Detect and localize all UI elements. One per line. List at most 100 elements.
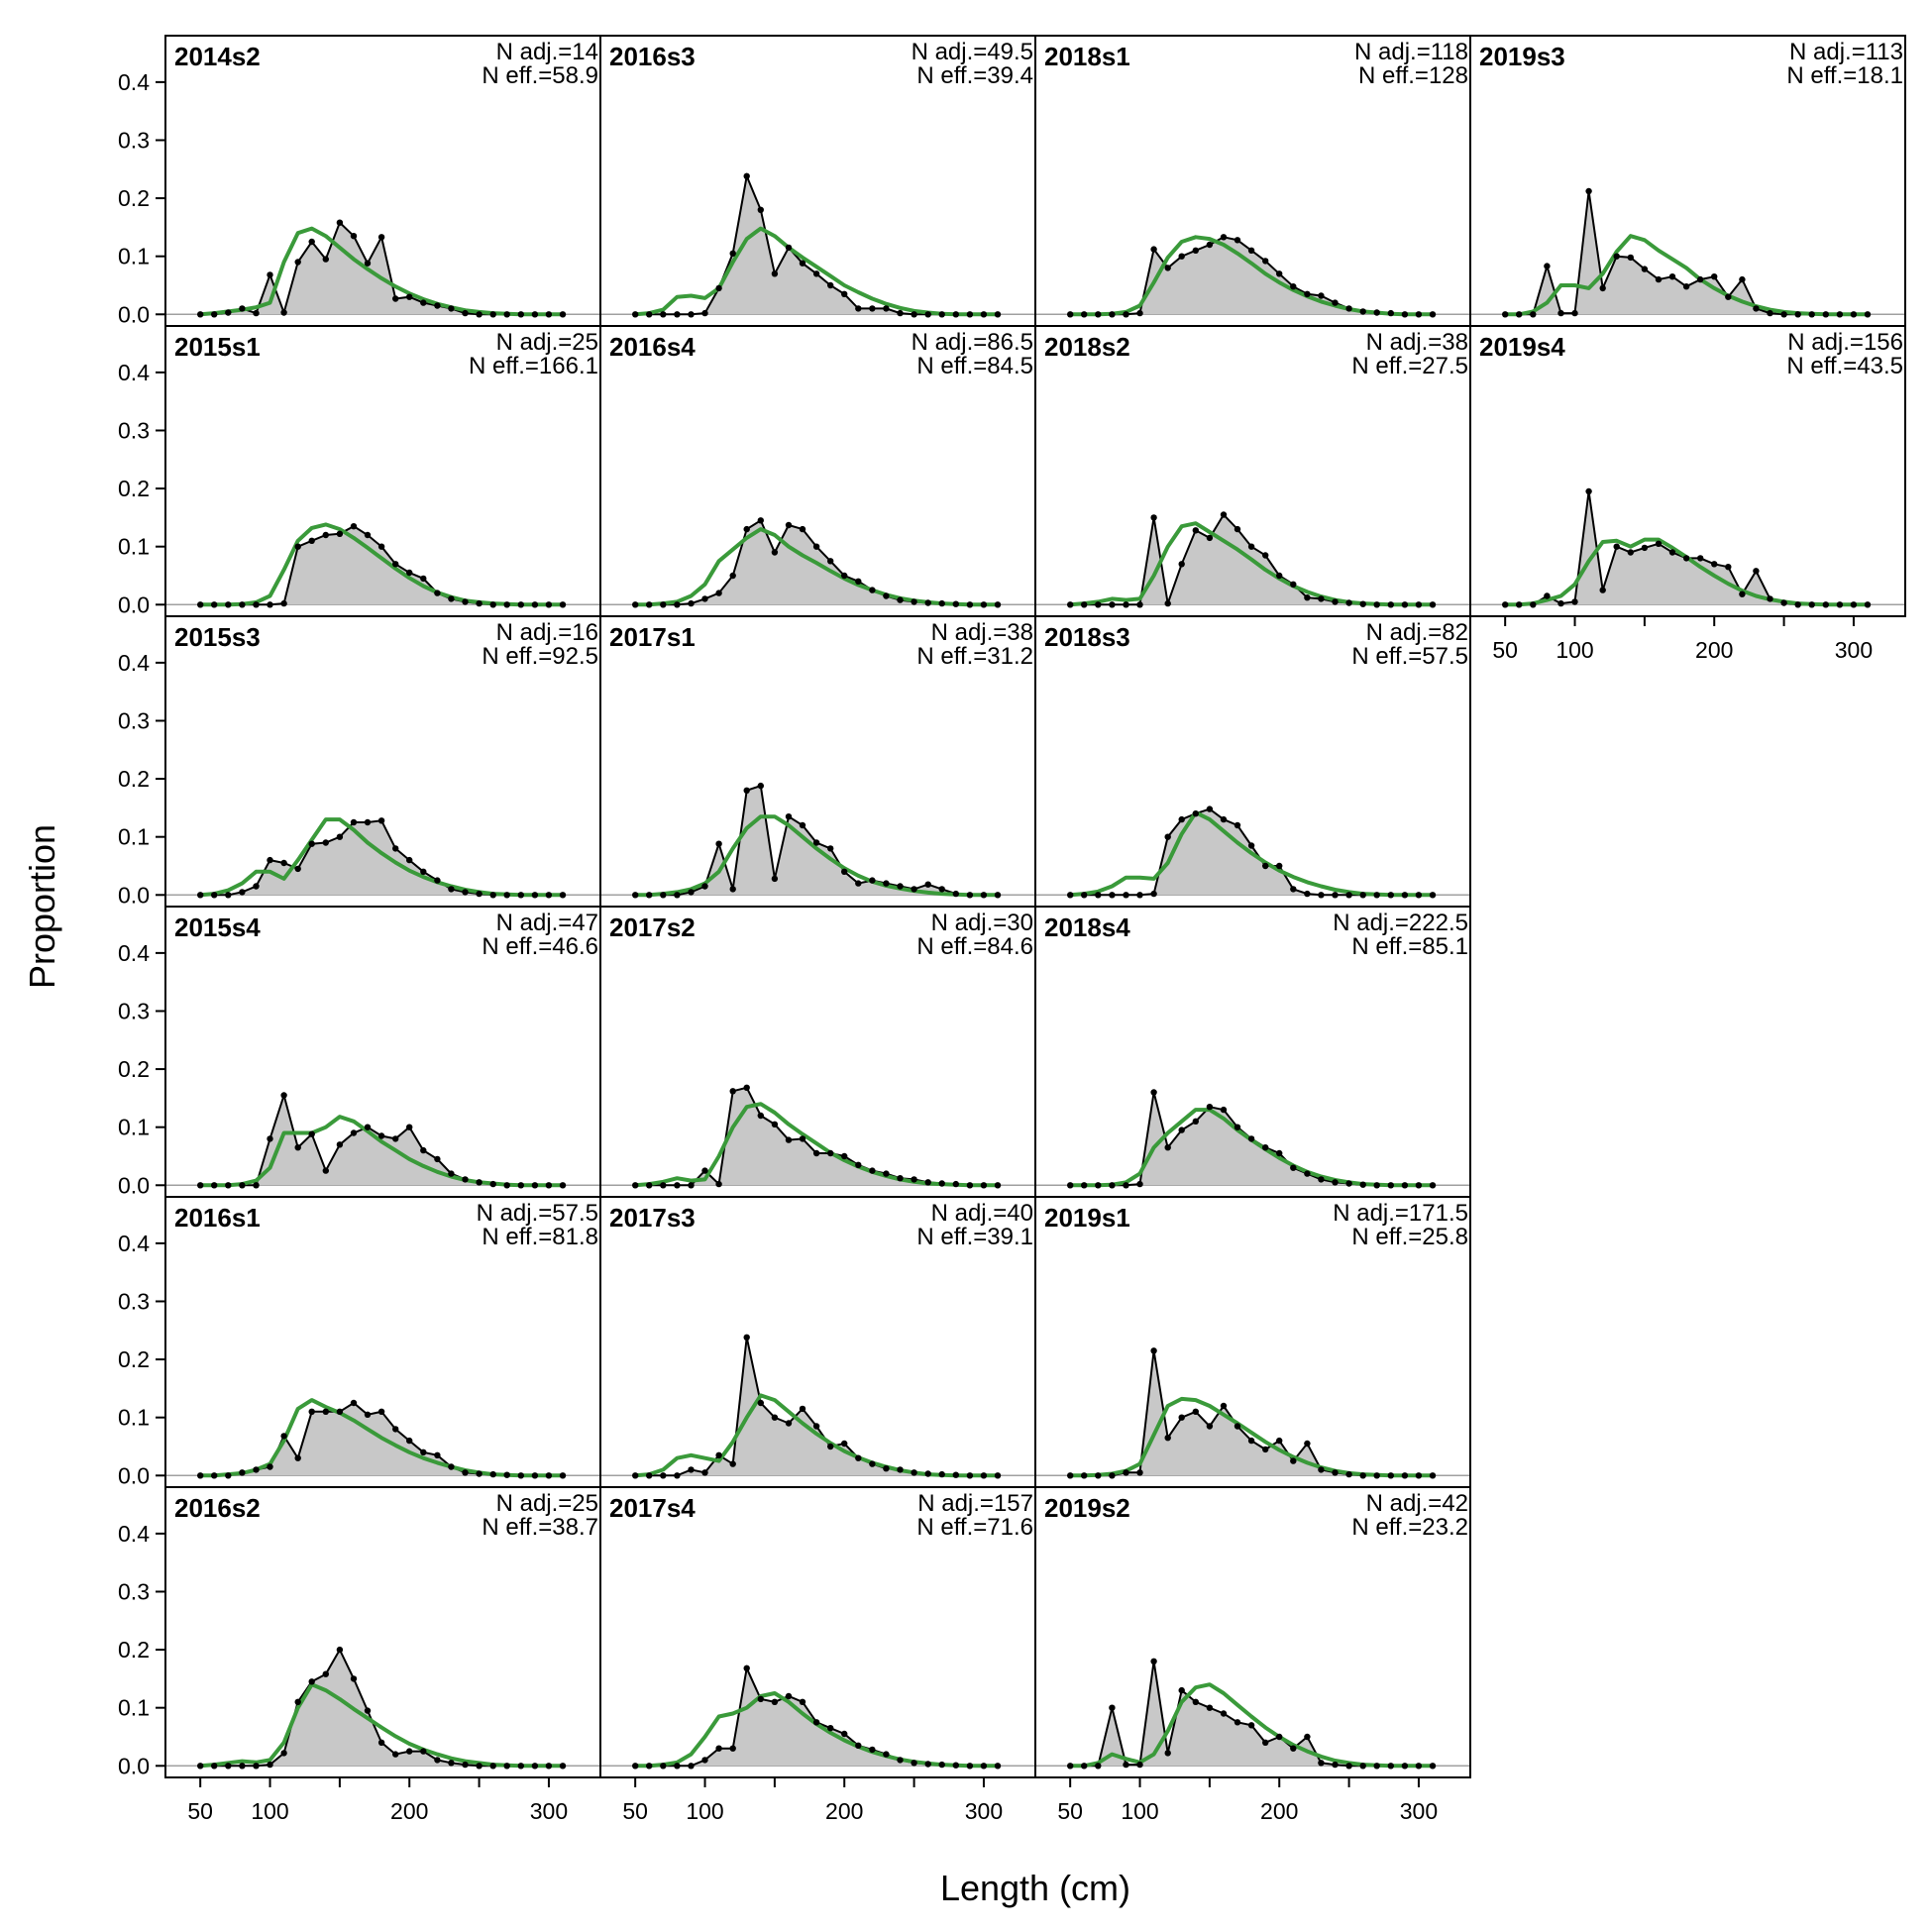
panel-2016s2: 2016s2 N adj.=25N eff.=38.7 [164, 1486, 601, 1778]
observed-point [1345, 892, 1352, 899]
observed-point [448, 305, 455, 312]
observed-point [952, 1762, 959, 1769]
observed-point [434, 302, 441, 309]
observed-point [827, 1725, 834, 1732]
x-tick-label: 300 [530, 1798, 568, 1824]
observed-point [1206, 1423, 1214, 1430]
observed-point [1822, 601, 1830, 608]
observed-point [688, 889, 695, 896]
observed-point [924, 881, 931, 888]
observed-point [1359, 1181, 1366, 1188]
observed-point [1178, 253, 1185, 260]
observed-point [743, 1334, 750, 1342]
observed-point [211, 1472, 218, 1479]
observed-point [294, 1454, 301, 1461]
observed-point [503, 311, 510, 318]
observed-point [377, 1132, 385, 1139]
observed-point [392, 845, 399, 852]
observed-area [635, 1667, 999, 1767]
observed-point [674, 1763, 681, 1770]
observed-area [635, 1337, 999, 1476]
observed-point [1262, 1144, 1269, 1151]
observed-point [674, 1182, 681, 1189]
observed-point [1780, 311, 1787, 318]
observed-point [1136, 1761, 1143, 1769]
y-tick-label: 0.0 [118, 1172, 150, 1198]
observed-point [1164, 833, 1171, 840]
observed-point [924, 599, 931, 606]
observed-point [980, 1763, 988, 1770]
observed-point [1401, 1472, 1409, 1479]
observed-point [406, 856, 413, 864]
observed-point [225, 892, 232, 899]
x-tick-label: 50 [1057, 1798, 1083, 1824]
observed-point [1304, 290, 1311, 297]
observed-point [966, 892, 974, 899]
observed-point [1192, 1698, 1200, 1706]
observed-point [1123, 1761, 1129, 1769]
x-tick-label: 200 [390, 1798, 428, 1824]
observed-point [225, 601, 232, 608]
observed-point [1401, 1763, 1409, 1770]
observed-point [743, 172, 750, 179]
observed-point [1123, 892, 1129, 899]
observed-point [197, 601, 204, 608]
observed-point [503, 601, 510, 608]
observed-point [1220, 511, 1228, 518]
observed-point [531, 892, 539, 899]
observed-point [1095, 1182, 1102, 1189]
y-tick-label: 0.1 [118, 244, 150, 269]
observed-area [1070, 1661, 1434, 1767]
observed-point [715, 1180, 722, 1188]
observed-point [462, 889, 469, 896]
expected-line [200, 522, 563, 607]
observed-point [1109, 892, 1116, 899]
observed-point [660, 1763, 667, 1770]
panel-2018s3: 2018s3 N adj.=82N eff.=57.5 [1034, 615, 1471, 908]
observed-point [531, 601, 539, 608]
observed-point [897, 596, 904, 603]
observed-point [211, 1182, 218, 1189]
observed-point [785, 1136, 793, 1143]
observed-point [1401, 311, 1409, 318]
y-tick-label: 0.0 [118, 591, 150, 617]
n-adj-label: N adj.=38 [1366, 329, 1468, 356]
x-tick-label: 300 [1835, 637, 1873, 663]
observed-point [1655, 275, 1663, 283]
observed-point [267, 271, 273, 278]
n-adj-label: N adj.=222.5 [1333, 910, 1468, 936]
observed-point [966, 311, 974, 318]
observed-point [322, 256, 329, 263]
panel-label: 2019s1 [1044, 1203, 1130, 1233]
observed-point [1192, 1118, 1200, 1126]
observed-point [827, 281, 834, 289]
observed-point [1655, 540, 1663, 547]
observed-area [635, 1087, 999, 1186]
observed-area [1070, 237, 1434, 315]
expected-line [1070, 235, 1433, 317]
observed-point [994, 601, 1002, 608]
observed-point [1332, 598, 1339, 605]
y-tick-label: 0.2 [118, 185, 150, 211]
panel-label: 2016s1 [174, 1203, 261, 1233]
observed-point [938, 311, 945, 318]
observed-point [267, 856, 273, 864]
observed-point [1530, 601, 1537, 608]
observed-point [350, 818, 358, 826]
observed-point [1429, 601, 1437, 608]
observed-point [1850, 601, 1858, 608]
observed-point [1247, 842, 1255, 849]
observed-point [406, 1124, 413, 1130]
observed-point [1081, 1763, 1088, 1770]
observed-point [799, 525, 806, 533]
observed-point [994, 311, 1002, 318]
observed-point [197, 1763, 204, 1770]
observed-point [841, 1440, 848, 1448]
panel-label: 2015s3 [174, 622, 261, 652]
observed-point [462, 598, 469, 605]
observed-point [1571, 598, 1578, 605]
y-tick-label: 0.0 [118, 301, 150, 327]
observed-point [646, 601, 653, 608]
